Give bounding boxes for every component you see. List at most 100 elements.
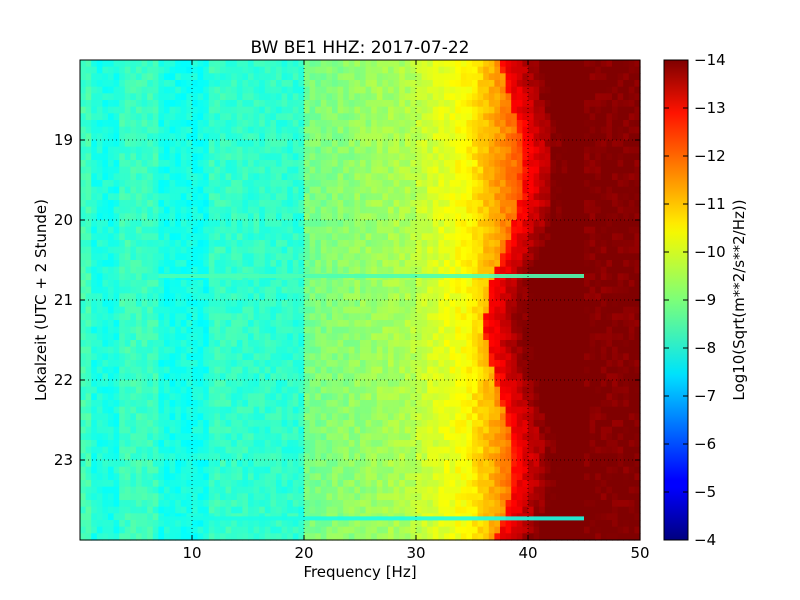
heatmap-cell — [236, 146, 243, 154]
heatmap-cell — [276, 346, 283, 354]
heatmap-cell — [578, 233, 585, 241]
heatmap-cell — [376, 100, 383, 108]
heatmap-cell — [522, 60, 529, 68]
heatmap-cell — [281, 333, 288, 341]
heatmap-cell — [612, 86, 619, 94]
heatmap-cell — [231, 193, 238, 201]
heatmap-cell — [556, 200, 563, 208]
heatmap-cell — [164, 320, 171, 328]
heatmap-cell — [500, 373, 507, 381]
heatmap-cell — [623, 293, 630, 301]
heatmap-cell — [225, 66, 232, 74]
heatmap-cell — [606, 353, 613, 361]
heatmap-cell — [231, 380, 238, 388]
heatmap-cell — [578, 260, 585, 268]
heatmap-cell — [113, 186, 120, 194]
heatmap-cell — [298, 380, 305, 388]
heatmap-cell — [516, 133, 523, 141]
heatmap-cell — [550, 120, 557, 128]
heatmap-cell — [102, 386, 109, 394]
heatmap-cell — [483, 380, 490, 388]
heatmap-cell — [410, 366, 417, 374]
heatmap-cell — [192, 160, 199, 168]
heatmap-cell — [544, 193, 551, 201]
heatmap-cell — [511, 193, 518, 201]
heatmap-cell — [253, 346, 260, 354]
heatmap-cell — [556, 80, 563, 88]
heatmap-cell — [119, 66, 126, 74]
heatmap-cell — [337, 140, 344, 148]
heatmap-cell — [248, 100, 255, 108]
heatmap-cell — [494, 326, 501, 334]
heatmap-cell — [354, 326, 361, 334]
heatmap-cell — [488, 100, 495, 108]
heatmap-cell — [505, 186, 512, 194]
heatmap-cell — [522, 386, 529, 394]
heatmap-cell — [438, 233, 445, 241]
heatmap-cell — [80, 360, 87, 368]
heatmap-cell — [208, 213, 215, 221]
heatmap-cell — [494, 180, 501, 188]
heatmap-cell — [466, 286, 473, 294]
heatmap-cell — [141, 266, 148, 274]
heatmap-cell — [516, 286, 523, 294]
heatmap-cell — [147, 266, 154, 274]
heatmap-cell — [326, 193, 333, 201]
heatmap-cell — [528, 366, 535, 374]
heatmap-cell — [96, 280, 103, 288]
heatmap-cell — [539, 86, 546, 94]
heatmap-cell — [197, 253, 204, 261]
heatmap-cell — [600, 180, 607, 188]
heatmap-cell — [438, 80, 445, 88]
heatmap-cell — [460, 173, 467, 181]
heatmap-cell — [617, 273, 624, 281]
heatmap-cell — [304, 233, 311, 241]
heatmap-cell — [270, 353, 277, 361]
heatmap-cell — [320, 166, 327, 174]
heatmap-cell — [91, 153, 98, 161]
heatmap-cell — [85, 226, 92, 234]
heatmap-cell — [494, 266, 501, 274]
heatmap-cell — [192, 346, 199, 354]
heatmap-cell — [214, 120, 221, 128]
heatmap-cell — [147, 193, 154, 201]
heatmap-cell — [192, 86, 199, 94]
heatmap-cell — [136, 373, 143, 381]
heatmap-cell — [606, 220, 613, 228]
heatmap-cell — [550, 93, 557, 101]
heatmap-cell — [119, 340, 126, 348]
heatmap-cell — [628, 306, 635, 314]
heatmap-cell — [556, 340, 563, 348]
heatmap-cell — [572, 86, 579, 94]
heatmap-cell — [438, 360, 445, 368]
heatmap-cell — [225, 166, 232, 174]
heatmap-cell — [354, 93, 361, 101]
heatmap-cell — [96, 260, 103, 268]
heatmap-cell — [561, 300, 568, 308]
heatmap-cell — [572, 213, 579, 221]
heatmap-cell — [119, 193, 126, 201]
heatmap-cell — [80, 160, 87, 168]
heatmap-cell — [388, 66, 395, 74]
heatmap-cell — [561, 166, 568, 174]
heatmap-cell — [169, 153, 176, 161]
heatmap-cell — [382, 226, 389, 234]
heatmap-cell — [332, 320, 339, 328]
heatmap-cell — [477, 80, 484, 88]
heatmap-cell — [483, 153, 490, 161]
heatmap-cell — [186, 140, 193, 148]
heatmap-cell — [399, 140, 406, 148]
heatmap-cell — [393, 253, 400, 261]
heatmap-cell — [617, 306, 624, 314]
heatmap-cell — [220, 200, 227, 208]
heatmap-cell — [516, 300, 523, 308]
heatmap-cell — [158, 206, 165, 214]
heatmap-cell — [186, 133, 193, 141]
heatmap-cell — [225, 353, 232, 361]
heatmap-cell — [119, 286, 126, 294]
heatmap-cell — [455, 320, 462, 328]
heatmap-cell — [253, 93, 260, 101]
heatmap-cell — [80, 246, 87, 254]
heatmap-cell — [276, 200, 283, 208]
heatmap-cell — [505, 200, 512, 208]
